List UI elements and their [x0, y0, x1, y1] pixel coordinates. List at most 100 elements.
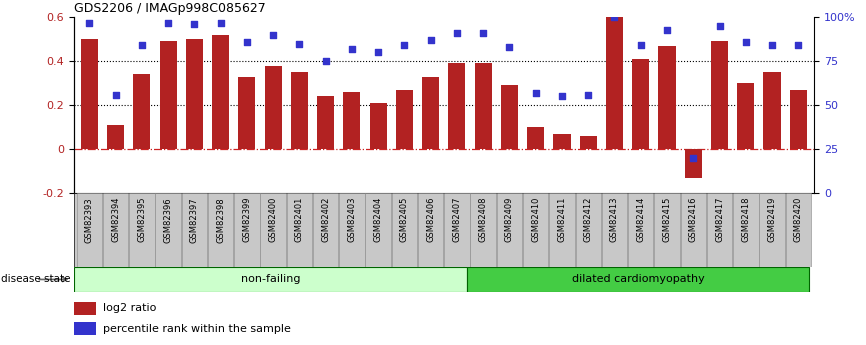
Text: GSM82406: GSM82406 — [426, 197, 436, 243]
Bar — [523, 193, 548, 267]
Bar — [497, 193, 522, 267]
Text: GSM82401: GSM82401 — [295, 197, 304, 242]
Text: GSM82410: GSM82410 — [531, 197, 540, 242]
Bar — [711, 41, 728, 149]
Bar — [764, 72, 780, 149]
Bar — [733, 193, 759, 267]
Bar — [74, 322, 96, 335]
Bar — [737, 83, 754, 149]
Bar — [790, 90, 807, 149]
Text: GSM82399: GSM82399 — [242, 197, 251, 243]
Text: GSM82417: GSM82417 — [715, 197, 724, 243]
Bar — [422, 77, 439, 149]
Bar — [81, 39, 98, 149]
Bar — [527, 127, 544, 149]
Text: GSM82393: GSM82393 — [85, 197, 94, 243]
Bar — [261, 193, 286, 267]
Bar — [707, 193, 733, 267]
Point — [634, 43, 648, 48]
Bar — [265, 66, 281, 149]
Point — [135, 43, 149, 48]
Bar — [606, 17, 623, 149]
Point — [792, 43, 805, 48]
Bar — [339, 193, 365, 267]
Text: GSM82419: GSM82419 — [767, 197, 777, 242]
Bar — [475, 63, 492, 149]
Bar — [655, 193, 680, 267]
Text: GSM82397: GSM82397 — [190, 197, 199, 243]
Bar — [628, 193, 654, 267]
Bar — [74, 267, 468, 292]
Text: GSM82408: GSM82408 — [479, 197, 488, 243]
Point — [109, 92, 123, 97]
Point — [266, 32, 280, 38]
Bar — [159, 41, 177, 149]
Bar — [470, 193, 496, 267]
Point — [82, 20, 96, 25]
Text: GSM82395: GSM82395 — [138, 197, 146, 243]
Bar — [370, 103, 387, 149]
Bar — [291, 72, 308, 149]
Bar — [449, 63, 466, 149]
Bar — [182, 193, 207, 267]
Point — [240, 39, 254, 45]
Text: GSM82402: GSM82402 — [321, 197, 330, 242]
Point — [739, 39, 753, 45]
Text: GSM82394: GSM82394 — [111, 197, 120, 243]
Bar — [287, 193, 312, 267]
Text: GSM82411: GSM82411 — [558, 197, 566, 242]
Text: GSM82420: GSM82420 — [794, 197, 803, 242]
Bar — [658, 46, 675, 149]
Text: GSM82413: GSM82413 — [610, 197, 619, 243]
Bar — [418, 193, 443, 267]
Point — [608, 14, 622, 20]
Bar — [396, 90, 413, 149]
Bar — [103, 193, 128, 267]
Text: GSM82416: GSM82416 — [688, 197, 698, 243]
Bar — [74, 302, 96, 315]
Bar — [186, 39, 203, 149]
Bar — [685, 149, 701, 178]
Bar — [444, 193, 469, 267]
Text: GSM82404: GSM82404 — [374, 197, 383, 242]
Point — [502, 45, 516, 50]
Bar — [785, 193, 811, 267]
Text: GDS2206 / IMAGp998C085627: GDS2206 / IMAGp998C085627 — [74, 2, 265, 15]
Bar — [468, 267, 809, 292]
Text: GSM82400: GSM82400 — [268, 197, 278, 242]
Point — [476, 30, 490, 36]
Bar — [234, 193, 260, 267]
Bar — [129, 193, 155, 267]
Point — [397, 43, 411, 48]
Point — [581, 92, 595, 97]
Bar — [155, 193, 181, 267]
Bar — [76, 193, 102, 267]
Bar — [549, 193, 575, 267]
Point — [765, 43, 779, 48]
Bar — [602, 193, 627, 267]
Text: dilated cardiomyopathy: dilated cardiomyopathy — [572, 275, 705, 284]
Point — [660, 27, 674, 32]
Text: GSM82415: GSM82415 — [662, 197, 671, 242]
Bar — [553, 134, 571, 149]
Bar — [579, 136, 597, 149]
Text: GSM82414: GSM82414 — [637, 197, 645, 242]
Text: GSM82396: GSM82396 — [164, 197, 172, 243]
Text: GSM82418: GSM82418 — [741, 197, 750, 243]
Text: GSM82403: GSM82403 — [347, 197, 357, 243]
Text: log2 ratio: log2 ratio — [103, 303, 157, 313]
Point — [214, 20, 228, 25]
Point — [423, 37, 437, 43]
Text: GSM82407: GSM82407 — [452, 197, 462, 243]
Point — [529, 90, 543, 96]
Point — [450, 30, 464, 36]
Point — [345, 46, 359, 52]
Bar — [107, 125, 124, 149]
Bar — [576, 193, 601, 267]
Text: disease state: disease state — [2, 275, 71, 284]
Bar — [133, 75, 151, 149]
Text: GSM82405: GSM82405 — [400, 197, 409, 242]
Bar — [208, 193, 233, 267]
Bar — [238, 77, 255, 149]
Text: percentile rank within the sample: percentile rank within the sample — [103, 324, 291, 334]
